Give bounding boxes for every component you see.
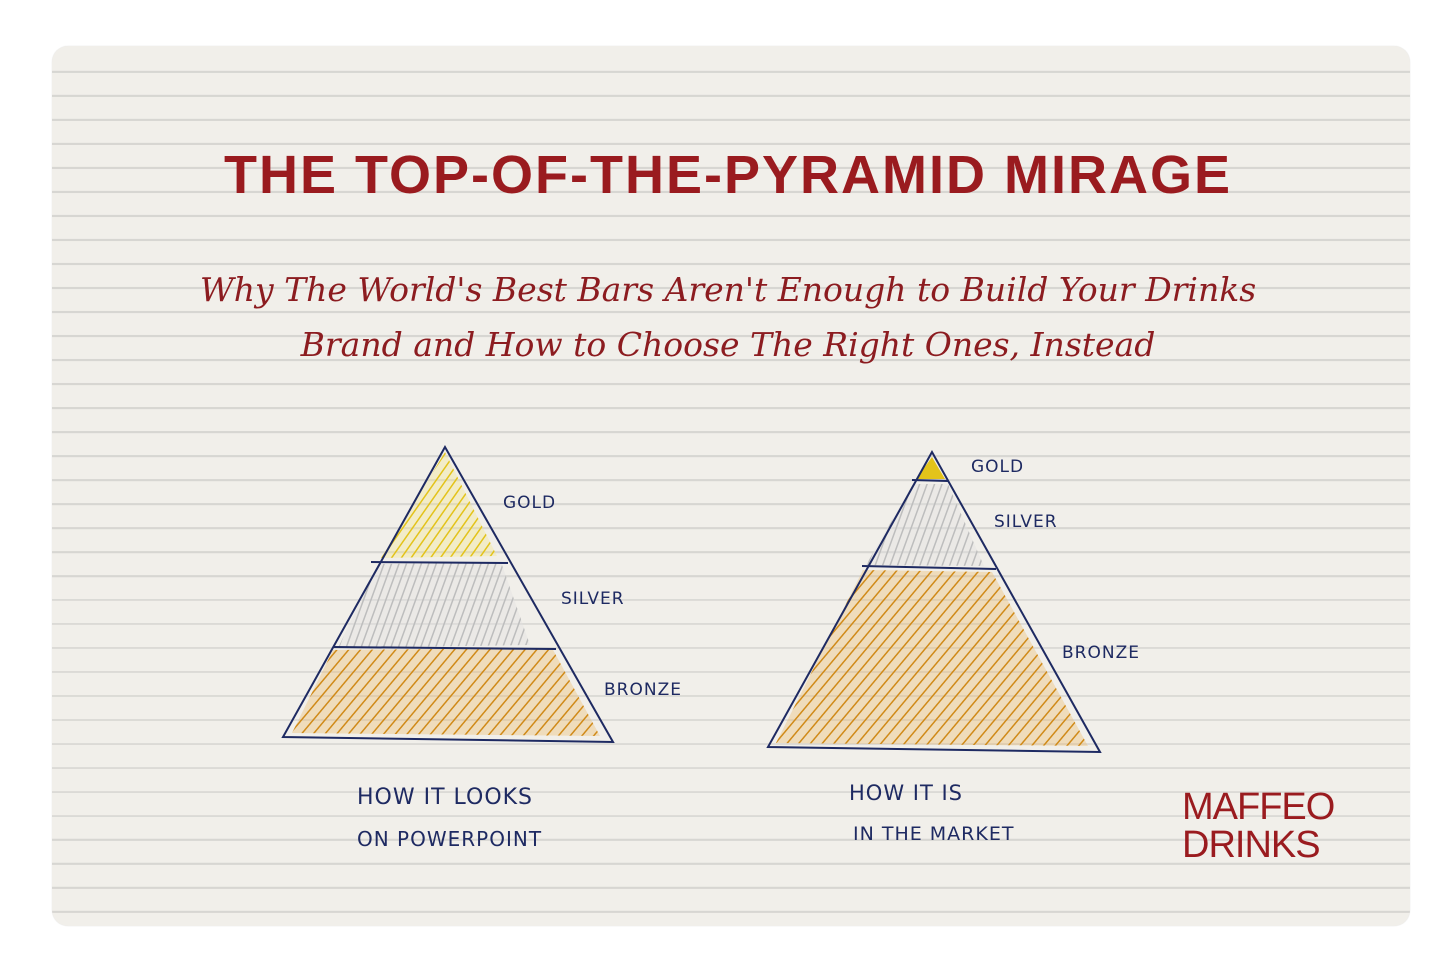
right-gold-tier xyxy=(916,457,945,479)
page-title: THE TOP-OF-THE-PYRAMID MIRAGE xyxy=(224,145,1232,205)
logo-line-2: DRINKS xyxy=(1182,824,1321,866)
left-divider-upper xyxy=(370,561,509,564)
right-pyramid: GOLD SILVER BRONZE HOW IT IS IN THE MARK… xyxy=(766,449,1140,845)
left-pyramid: GOLD SILVER BRONZE HOW IT LOOKS ON POWER… xyxy=(281,444,682,851)
page-subtitle: Why The World's Best Bars Aren't Enough … xyxy=(140,262,1316,372)
right-label-gold: GOLD xyxy=(971,457,1024,477)
left-label-bronze: BRONZE xyxy=(604,680,682,700)
right-label-silver: SILVER xyxy=(994,512,1058,532)
right-divider-lower xyxy=(861,565,997,570)
right-bronze-tier xyxy=(776,570,1088,746)
left-silver-tier xyxy=(338,562,530,648)
right-caption-line-1: HOW IT IS xyxy=(849,781,963,805)
subtitle-line-1: Why The World's Best Bars Aren't Enough … xyxy=(199,270,1257,309)
left-divider-lower xyxy=(332,646,557,650)
left-label-gold: GOLD xyxy=(503,493,556,513)
lined-paper-card xyxy=(52,46,1410,926)
left-caption-line-1: HOW IT LOOKS xyxy=(357,785,533,810)
logo-line-1: MAFFEO xyxy=(1182,786,1335,828)
right-label-bronze: BRONZE xyxy=(1062,643,1140,663)
right-caption-line-2: IN THE MARKET xyxy=(853,823,1014,845)
left-caption-line-2: ON POWERPOINT xyxy=(357,827,542,851)
right-divider-upper xyxy=(911,479,949,482)
left-pyramid-outline xyxy=(281,444,615,744)
left-gold-tier xyxy=(381,452,497,558)
brand-logo: MAFFEO DRINKS xyxy=(1182,788,1362,864)
left-bronze-tier xyxy=(292,648,600,736)
subtitle-line-2: Brand and How to Choose The Right Ones, … xyxy=(300,325,1156,364)
right-pyramid-outline xyxy=(766,449,1102,754)
right-silver-tier xyxy=(866,484,984,566)
left-label-silver: SILVER xyxy=(561,589,625,609)
